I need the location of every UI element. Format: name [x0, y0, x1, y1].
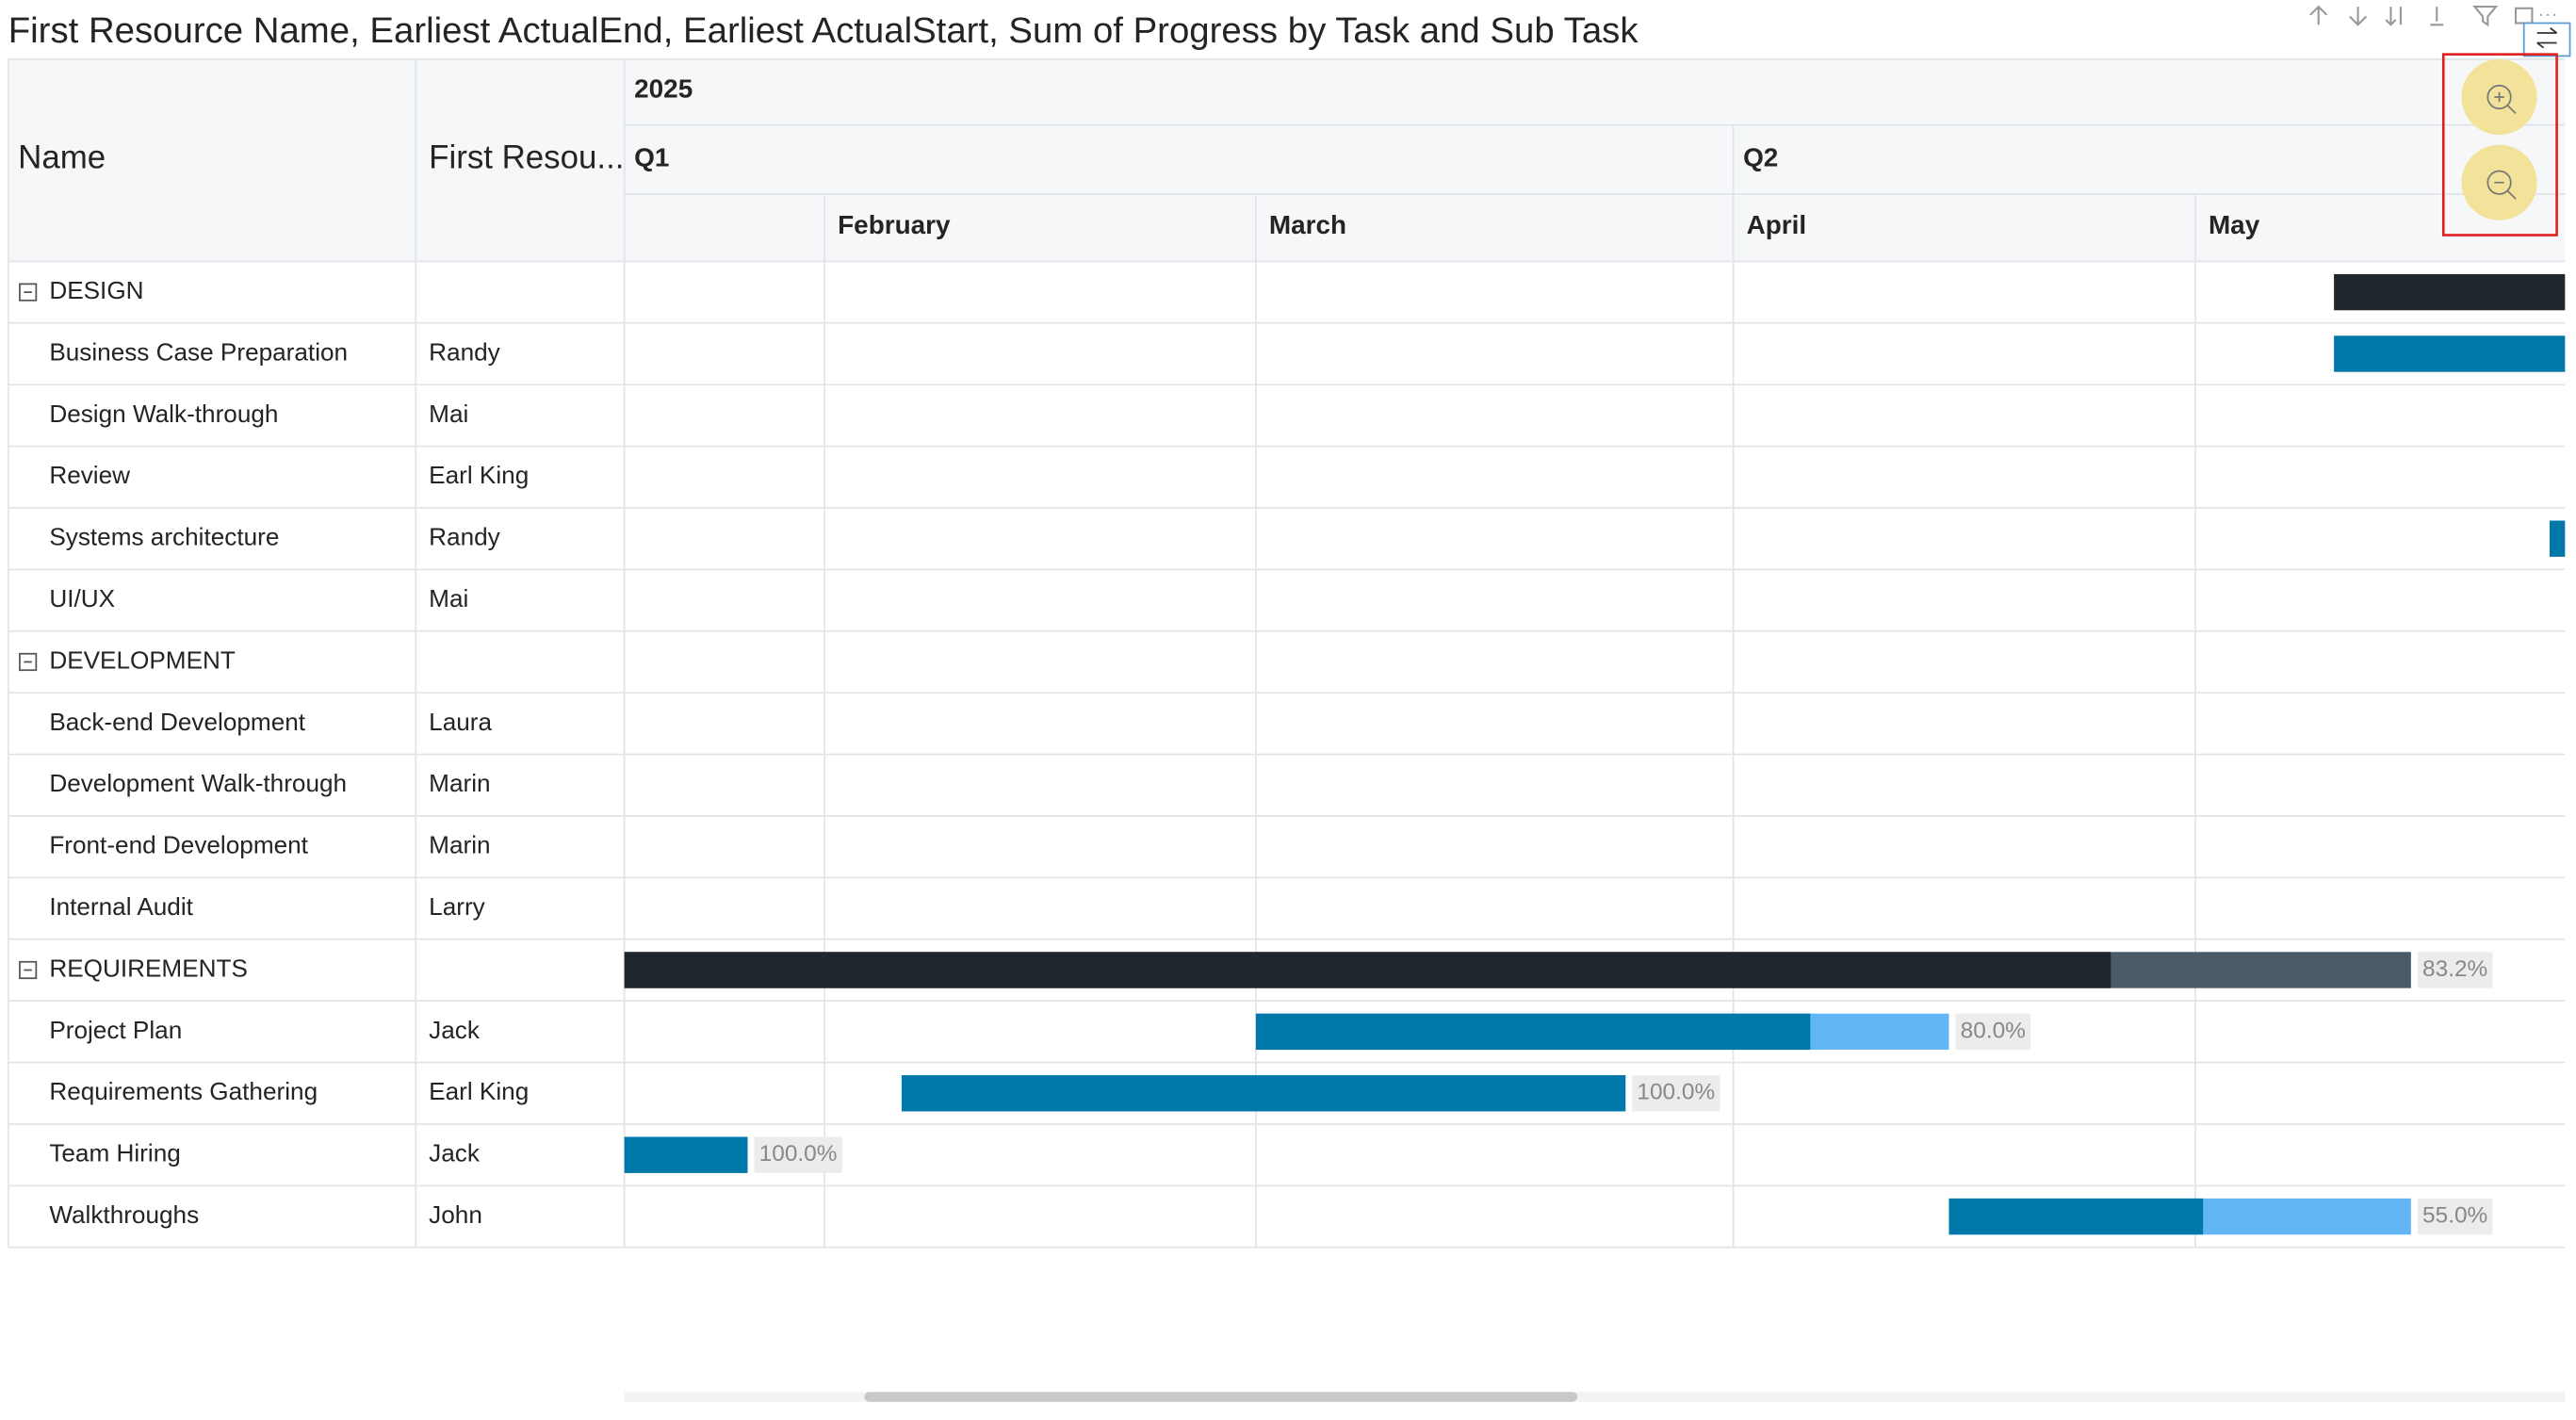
resource-name: Randy	[429, 337, 500, 366]
column-header[interactable]: Name	[18, 139, 106, 175]
group-name: DESIGN	[49, 276, 143, 304]
progress-label: 83.2%	[2422, 956, 2487, 982]
scrollbar-thumb[interactable]	[864, 1392, 1578, 1402]
progress-label-background	[754, 1136, 842, 1173]
task-name: UI/UX	[49, 584, 115, 612]
task-name: Systems architecture	[49, 523, 279, 551]
resource-name: Earl King	[429, 1077, 529, 1105]
progress-bar	[624, 952, 2111, 988]
month-label: April	[1747, 210, 1807, 239]
month-label: May	[2209, 210, 2260, 239]
zoom-out-icon	[2486, 170, 2512, 195]
task-name: Walkthroughs	[49, 1200, 199, 1229]
progress-bar	[624, 1136, 748, 1173]
progress-label-background	[2417, 1198, 2493, 1235]
zoom-out-icon	[2494, 181, 2517, 200]
filter-icon[interactable]	[2472, 6, 2499, 27]
month-label: February	[838, 210, 951, 239]
task-name: Business Case Preparation	[49, 337, 348, 366]
task-name: Team Hiring	[49, 1139, 180, 1167]
swap-icon	[2536, 27, 2558, 49]
progress-label: 100.0%	[759, 1141, 838, 1167]
expand-icon[interactable]	[2385, 7, 2402, 26]
task-name: Requirements Gathering	[49, 1077, 318, 1105]
visual-title: First Resource Name, Earliest ActualEnd,…	[8, 10, 1639, 51]
highlight-box	[2441, 53, 2558, 237]
group-name: DEVELOPMENT	[49, 645, 236, 674]
task-name: Back-end Development	[49, 708, 305, 736]
resource-name: Marin	[429, 831, 490, 859]
expand-all-icon[interactable]	[2430, 7, 2444, 26]
resource-name: John	[429, 1200, 482, 1229]
task-name: Front-end Development	[49, 831, 308, 859]
task-bar	[2549, 520, 2566, 557]
scrollbar-track	[624, 1392, 2566, 1402]
progress-label: 100.0%	[1637, 1080, 1715, 1105]
resource-name: Mai	[429, 584, 468, 612]
resource-name: Laura	[429, 708, 492, 736]
progress-label: 80.0%	[1961, 1018, 2026, 1043]
progress-label-background	[2417, 952, 2493, 988]
focus-icon[interactable]	[2514, 7, 2534, 24]
header-background	[8, 58, 2566, 262]
swap-button[interactable]	[2522, 22, 2571, 57]
resource-name: Randy	[429, 523, 500, 551]
drill-down-icon[interactable]	[2349, 7, 2368, 26]
progress-bar	[1948, 1198, 2204, 1235]
task-bar	[2334, 273, 2566, 311]
resource-name: Mai	[429, 400, 468, 428]
task-name: Internal Audit	[49, 892, 193, 921]
zoom-in-icon	[2486, 84, 2512, 110]
task-name: Review	[49, 461, 130, 489]
task-name: Development Walk-through	[49, 769, 347, 797]
zoom-in-icon	[2494, 91, 2517, 115]
task-name: Project Plan	[49, 1016, 182, 1044]
quarter-label: Q1	[634, 143, 669, 172]
resource-name: Earl King	[429, 461, 529, 489]
month-label: March	[1269, 210, 1346, 239]
progress-label: 55.0%	[2422, 1203, 2487, 1229]
task-bar	[2334, 335, 2566, 372]
progress-bar	[901, 1075, 1626, 1112]
group-name: REQUIREMENTS	[49, 954, 248, 982]
drill-up-icon[interactable]	[2309, 5, 2328, 25]
resource-name: Marin	[429, 769, 490, 797]
column-header[interactable]: First Resou...	[429, 139, 624, 175]
progress-label-background	[1632, 1075, 1720, 1112]
quarter-label: Q2	[1743, 143, 1778, 172]
year-label: 2025	[634, 73, 693, 103]
resource-name: Larry	[429, 892, 485, 921]
progress-bar	[1255, 1013, 1811, 1051]
resource-name: Jack	[429, 1139, 481, 1167]
visual-toolbar	[2309, 5, 2555, 27]
progress-label-background	[1955, 1013, 2031, 1051]
resource-name: Jack	[429, 1016, 481, 1044]
task-name: Design Walk-through	[49, 400, 278, 428]
